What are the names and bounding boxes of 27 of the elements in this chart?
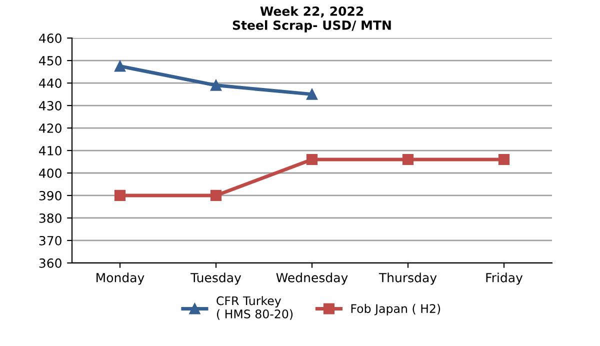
y-tick-label: 420 <box>39 123 62 133</box>
y-tick-label: 450 <box>39 56 62 66</box>
y-tick-label: 380 <box>39 213 62 223</box>
x-tick-label: Friday <box>486 272 523 285</box>
y-tick-label: 440 <box>39 78 62 88</box>
y-tick-label: 430 <box>39 101 62 110</box>
x-tick-label: Wednesday <box>276 272 348 285</box>
x-tick-label: Monday <box>96 272 144 285</box>
x-tick-label: Thursday <box>378 272 437 285</box>
legend-label: CFR Turkey ( HMS 80-20) <box>216 296 293 320</box>
point <box>306 154 318 166</box>
point <box>498 154 510 166</box>
point <box>210 80 222 91</box>
point <box>114 190 126 202</box>
point <box>306 88 318 100</box>
point <box>402 154 414 166</box>
y-tick-label: 370 <box>39 236 62 246</box>
chart-title: Week 22, 2022 Steel Scrap- USD/ MTN <box>232 6 391 32</box>
y-tick-label: 460 <box>39 34 62 43</box>
y-tick-label: 400 <box>39 168 62 178</box>
y-tick-label: 410 <box>39 146 62 156</box>
y-tick-label: 390 <box>39 190 62 200</box>
legend-label: Fob Japan ( H2) <box>351 304 440 316</box>
x-tick-label: Tuesday <box>190 272 242 285</box>
point <box>114 60 126 72</box>
y-tick-label: 360 <box>39 258 62 268</box>
point <box>210 190 222 202</box>
